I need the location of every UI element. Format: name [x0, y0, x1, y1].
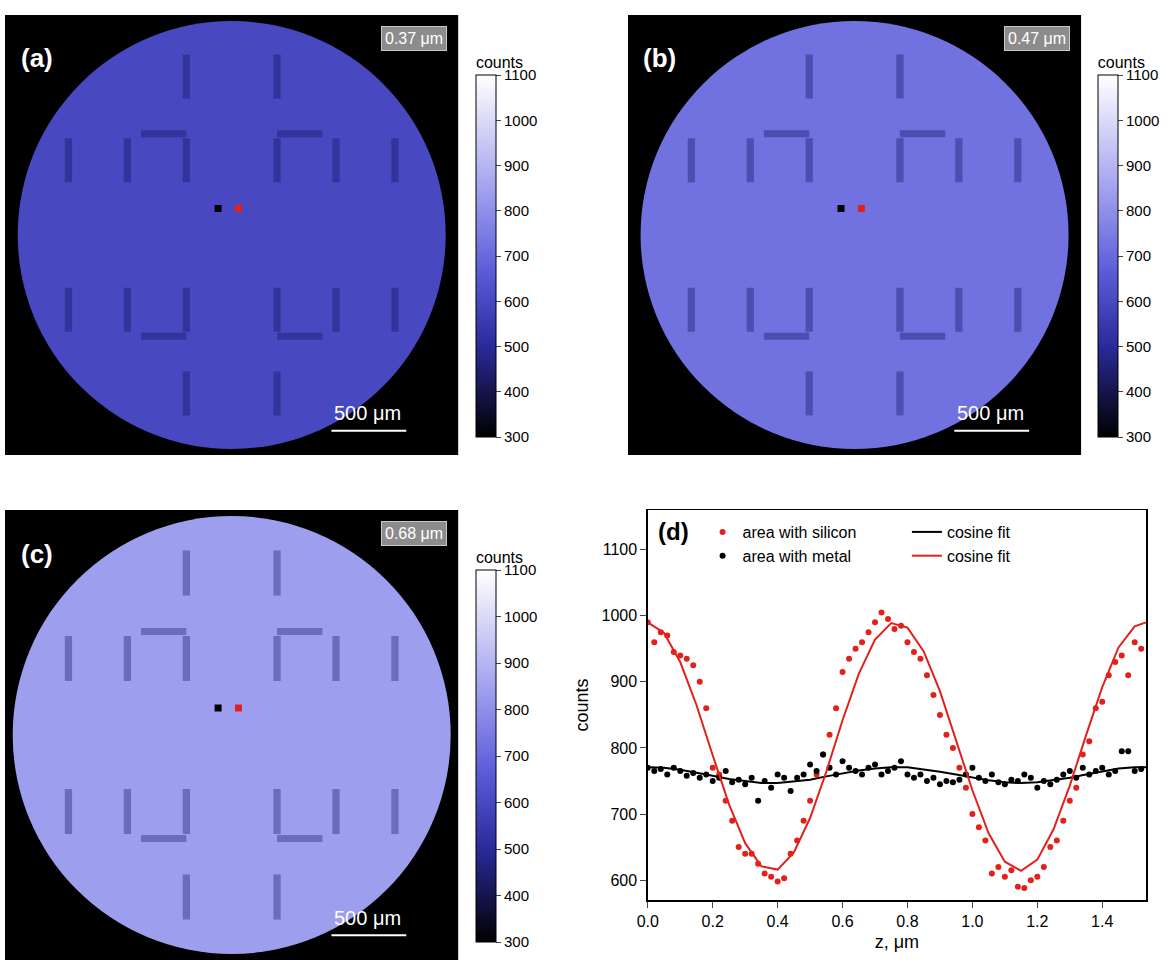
svg-text:z, μm: z, μm	[875, 932, 919, 952]
svg-text:600: 600	[1126, 293, 1151, 310]
svg-text:(a): (a)	[21, 43, 53, 73]
svg-text:900: 900	[504, 157, 529, 174]
svg-text:1.4: 1.4	[1091, 913, 1113, 930]
svg-text:600: 600	[504, 794, 529, 811]
svg-text:1.2: 1.2	[1026, 913, 1048, 930]
svg-text:0.8: 0.8	[896, 913, 918, 930]
svg-text:(d): (d)	[658, 518, 689, 545]
svg-text:1100: 1100	[504, 561, 536, 578]
svg-text:700: 700	[504, 747, 529, 764]
svg-text:500: 500	[1126, 338, 1151, 355]
svg-text:700: 700	[504, 247, 529, 264]
svg-text:800: 800	[504, 202, 529, 219]
svg-text:1000: 1000	[504, 608, 537, 625]
svg-text:700: 700	[1126, 247, 1151, 264]
svg-text:700: 700	[610, 806, 637, 823]
svg-text:1100: 1100	[504, 66, 536, 83]
svg-text:500: 500	[504, 338, 529, 355]
svg-text:0.6: 0.6	[831, 913, 853, 930]
svg-text:900: 900	[610, 673, 637, 690]
svg-text:1000: 1000	[601, 607, 637, 624]
svg-text:(b): (b)	[643, 43, 676, 73]
svg-text:0.37 μm: 0.37 μm	[385, 30, 443, 47]
svg-text:area with silicon: area with silicon	[743, 524, 857, 541]
svg-text:counts: counts	[476, 54, 523, 71]
svg-text:counts: counts	[476, 549, 523, 566]
svg-text:500: 500	[504, 840, 529, 857]
svg-text:800: 800	[1126, 202, 1151, 219]
svg-text:400: 400	[1126, 383, 1151, 400]
svg-text:1100: 1100	[603, 541, 638, 558]
svg-text:0.47 μm: 0.47 μm	[1008, 30, 1066, 47]
svg-text:400: 400	[504, 383, 529, 400]
svg-text:800: 800	[610, 740, 637, 757]
svg-text:cosine fit: cosine fit	[947, 524, 1011, 541]
svg-text:counts: counts	[572, 678, 592, 731]
svg-text:cosine fit: cosine fit	[947, 548, 1011, 565]
svg-text:500 μm: 500 μm	[334, 907, 401, 929]
svg-text:300: 300	[504, 428, 529, 445]
svg-text:(c): (c)	[21, 539, 53, 569]
svg-text:500 μm: 500 μm	[957, 402, 1024, 424]
svg-text:300: 300	[1126, 428, 1151, 445]
svg-text:500 μm: 500 μm	[334, 402, 401, 424]
svg-text:900: 900	[504, 654, 529, 671]
svg-text:0.2: 0.2	[702, 913, 724, 930]
svg-text:counts: counts	[1098, 54, 1145, 71]
svg-text:0.68 μm: 0.68 μm	[385, 525, 443, 542]
svg-text:1000: 1000	[504, 112, 537, 129]
svg-text:800: 800	[504, 701, 529, 718]
svg-text:1100: 1100	[1126, 66, 1158, 83]
svg-text:1.0: 1.0	[961, 913, 983, 930]
svg-text:area with metal: area with metal	[743, 548, 852, 565]
svg-text:1000: 1000	[1126, 112, 1159, 129]
svg-text:400: 400	[504, 887, 529, 904]
svg-text:900: 900	[1126, 157, 1151, 174]
svg-text:300: 300	[504, 933, 529, 950]
svg-text:600: 600	[504, 293, 529, 310]
svg-text:0.4: 0.4	[767, 913, 789, 930]
svg-text:0.0: 0.0	[637, 913, 659, 930]
svg-text:600: 600	[610, 872, 637, 889]
